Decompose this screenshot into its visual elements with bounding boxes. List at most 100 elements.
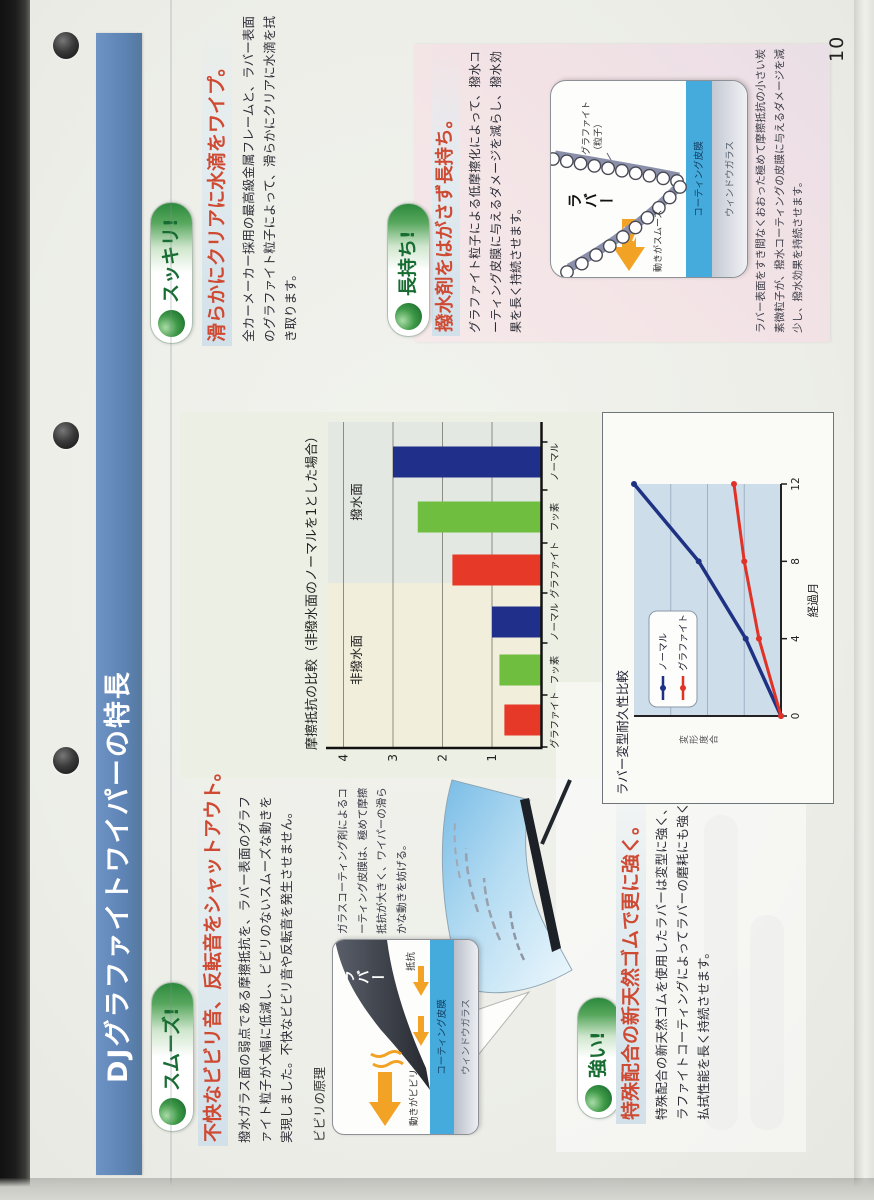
x-tick-label: 0 <box>790 713 802 720</box>
rubber-label: ラバー <box>567 192 615 210</box>
x-category-label: フッ素 <box>549 655 561 684</box>
rubber-label: ラバー <box>341 970 386 986</box>
bar-グラファイト <box>452 554 542 586</box>
longlast-body: グラファイト粒子による低摩擦化によって、撥水コーティング皮膜に与えるダメージを減… <box>468 51 523 333</box>
bibiri-diagram: ラバー 抵抗 動きがビビリ コーティング皮膜 ウィンドウガラス <box>332 939 479 1135</box>
graphite-particle <box>642 168 657 183</box>
bar-フッ素 <box>499 654 542 686</box>
bar-ノーマル <box>393 446 542 478</box>
smooth-heading: 不快なビビリ音、反転音をシャットアウト。 <box>202 762 224 1142</box>
longlast-diagram: ラバー グラファイト（粒子） 動きがスムーズ コーティング皮膜 ウィンドウガラス <box>550 80 748 278</box>
smooth-heading-band: 不快なビビリ音、反転音をシャットアウト。 <box>198 762 228 1146</box>
punch-hole <box>53 747 79 774</box>
resistance-label: 抵抗 <box>406 951 417 971</box>
x-category-label: グラファイト <box>549 541 561 598</box>
group-label: 非撥水面 <box>349 635 364 685</box>
particle-label: グラファイト（粒子） <box>582 100 604 155</box>
clear-heading-band: 滑らかにクリアに水滴をワイプ。 <box>202 16 232 346</box>
longlast-caption: ラバー表面をすき間なくおおった極めて摩擦抵抗の小さい炭素微粒子が、撥水コーティン… <box>755 49 804 333</box>
graphite-particle <box>616 230 630 244</box>
badge-ball-icon <box>159 1098 186 1125</box>
coating-label: コーティング皮膜 <box>694 141 705 217</box>
bar-chart-title: 摩擦抵抗の比較（非撥水面のノーマルを1とした場合） <box>304 430 320 750</box>
bar-フッ素 <box>417 501 542 533</box>
y-tick-label: 1 <box>485 754 499 762</box>
motion-label: 動きがビビリ <box>409 1068 420 1126</box>
wiper-streak <box>508 907 526 961</box>
line-chart-title: ラバー変型耐久性比較 <box>615 670 630 795</box>
y-tick-label: 4 <box>337 754 351 762</box>
wiper-arm <box>540 779 572 845</box>
legend-label: ノーマル <box>659 632 670 671</box>
smooth-arrow-icon <box>613 219 645 271</box>
badge-longlast-label: 長持ち! <box>397 230 419 296</box>
bibiri-annotation: ガラスコーティング剤によるコーティング皮膜は、極めて摩擦抵抗が大きく、ワイパーの… <box>337 787 408 934</box>
x-category-label: フッ素 <box>549 502 561 531</box>
coating-layer <box>686 81 712 277</box>
paper-right-edge-shadow <box>854 0 874 1186</box>
y-tick-label: 3 <box>386 754 400 762</box>
graphite-particle <box>601 161 616 176</box>
page-content: DJグラファイトワイパーの特長 スムーズ! 不快なビビリ音、反転音をシャットアウ… <box>88 10 863 1190</box>
clear-body: 全カーメーカー採用の最高級金属フレームと、ラバー表面のグラファイト粒子によって、… <box>241 16 298 342</box>
glass-label: ウィンドウガラス <box>725 141 736 217</box>
data-point <box>730 481 737 487</box>
graphite-particle <box>602 239 617 254</box>
rotated-page-wrap: DJグラファイトワイパーの特長 スムーズ! 不快なビビリ音、反転音をシャットアウ… <box>88 10 863 1190</box>
graphite-particle <box>673 180 687 194</box>
graphite-particle <box>614 163 629 178</box>
wiper-blade <box>520 798 561 952</box>
badge-ball-icon <box>585 1085 612 1112</box>
graphite-particle <box>651 200 666 215</box>
legend-dot <box>680 685 686 691</box>
badge-longlast: 長持ち! <box>387 203 430 337</box>
data-point <box>631 481 637 487</box>
clear-heading: 滑らかにクリアに水滴をワイプ。 <box>206 57 228 342</box>
line-chart-ylabel: 変形度合 <box>679 736 719 746</box>
x-category-label: グラファイト <box>549 691 561 748</box>
data-point <box>755 635 762 642</box>
badge-smooth: スムーズ! <box>151 982 194 1132</box>
binder-edge <box>0 0 34 1200</box>
windshield-illustration <box>441 779 573 994</box>
x-category-label: ノーマル <box>550 443 561 482</box>
bar-ノーマル <box>492 606 542 638</box>
bibiri-diagram-label: ビビリの原理 <box>312 1066 327 1142</box>
punch-hole <box>53 422 79 449</box>
x-tick-label: 4 <box>790 635 802 642</box>
legend-box <box>648 610 698 708</box>
longlast-heading-band: 撥水剤をはがさず長持ち。 <box>432 48 460 336</box>
data-point <box>695 558 702 565</box>
series-line-グラファイト <box>732 483 783 717</box>
strong-heading-band: 特殊配合の新天然ゴムで更に強く。 <box>616 756 646 1124</box>
y-tick-label: 2 <box>436 754 450 762</box>
durability-chart-panel: ラバー変型耐久性比較 0 4 8 12 経過月 ノーマル グラファイト 変形度合 <box>602 412 834 804</box>
longlast-heading: 撥水剤をはがさず長持ち。 <box>435 109 456 332</box>
coating-layer <box>430 940 454 1134</box>
badge-strong: 強い! <box>577 997 620 1119</box>
graphite-particle <box>560 265 574 277</box>
bar-グラファイト <box>504 704 542 736</box>
friction-bar-chart: 摩擦抵抗の比較（非撥水面のノーマルを1とした場合）1234グラファイトフッ素ノー… <box>304 422 561 762</box>
x-tick-label: 8 <box>790 558 802 565</box>
series-line-ノーマル <box>632 482 783 717</box>
scan-artifact-line <box>170 0 172 1186</box>
graphite-particle <box>559 154 574 169</box>
graphite-particle <box>551 152 560 166</box>
graphite-particle <box>662 190 677 205</box>
x-category-label: ノーマル <box>550 603 561 642</box>
graphite-particle <box>574 256 589 271</box>
coating-label: コーティング皮膜 <box>437 999 448 1075</box>
glass-layer <box>712 81 747 277</box>
data-point <box>778 713 784 719</box>
badge-strong-label: 強い! <box>587 1031 609 1078</box>
graphite-particle <box>656 171 671 186</box>
rubber-blade-shape <box>335 940 430 1090</box>
motion-label: 動きがスムーズ <box>654 209 664 272</box>
graphite-particle <box>628 220 643 235</box>
badge-ball-icon <box>395 303 422 330</box>
graphite-particle <box>628 166 643 181</box>
punch-hole <box>53 32 79 59</box>
page-title: DJグラファイトワイパーの特長 <box>103 670 134 1083</box>
